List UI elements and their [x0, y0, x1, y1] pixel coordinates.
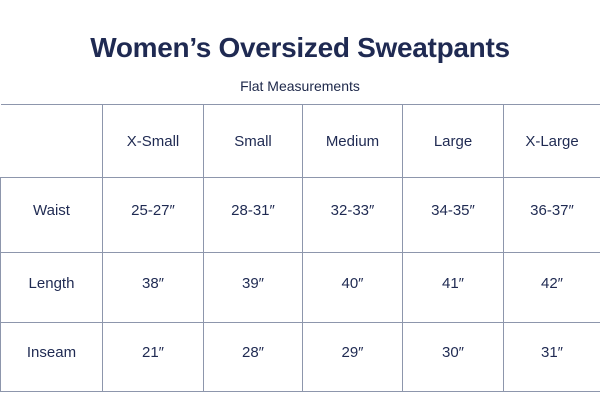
- page-title: Women’s Oversized Sweatpants: [90, 32, 510, 63]
- row-label-cell: Waist: [0, 177, 103, 253]
- measurement-cell: 28-31″: [203, 177, 303, 253]
- measurement-cell: 39″: [203, 252, 303, 323]
- table-row: Inseam 21″ 28″ 29″ 30″ 31″: [0, 322, 600, 392]
- measurement-cell: 40″: [302, 252, 403, 323]
- size-chart-header-row: X-Small Small Medium Large X-Large: [0, 104, 600, 178]
- row-label-cell: Inseam: [0, 322, 103, 392]
- measurement-cell: 42″: [503, 252, 600, 323]
- measurement-cell: 32-33″: [302, 177, 403, 253]
- row-label-cell: Length: [0, 252, 103, 323]
- measurement-cell: 38″: [102, 252, 204, 323]
- page-subtitle: Flat Measurements: [240, 78, 360, 94]
- size-header-cell: Small: [203, 104, 303, 178]
- measurement-cell: 21″: [102, 322, 204, 392]
- measurement-cell: 25-27″: [102, 177, 204, 253]
- measurement-cell: 29″: [302, 322, 403, 392]
- size-header-cell: X-Small: [102, 104, 204, 178]
- measurement-cell: 36-37″: [503, 177, 600, 253]
- measurement-cell: 41″: [402, 252, 504, 323]
- measurement-cell: 30″: [402, 322, 504, 392]
- size-header-cell: X-Large: [503, 104, 600, 178]
- corner-cell: [0, 104, 103, 178]
- table-row: Length 38″ 39″ 40″ 41″ 42″: [0, 252, 600, 323]
- size-header-cell: Medium: [302, 104, 403, 178]
- size-chart-table: X-Small Small Medium Large X-Large Waist 25-2…: [0, 104, 600, 392]
- size-chart-body: Waist 25-27″ 28-31″ 32-33″ 34-35″ 36-37″ Lengt…: [0, 177, 600, 392]
- table-row: Waist 25-27″ 28-31″ 32-33″ 34-35″ 36-37″: [0, 177, 600, 253]
- size-header-cell: Large: [402, 104, 504, 178]
- measurement-cell: 31″: [503, 322, 600, 392]
- measurement-cell: 34-35″: [402, 177, 504, 253]
- measurement-cell: 28″: [203, 322, 303, 392]
